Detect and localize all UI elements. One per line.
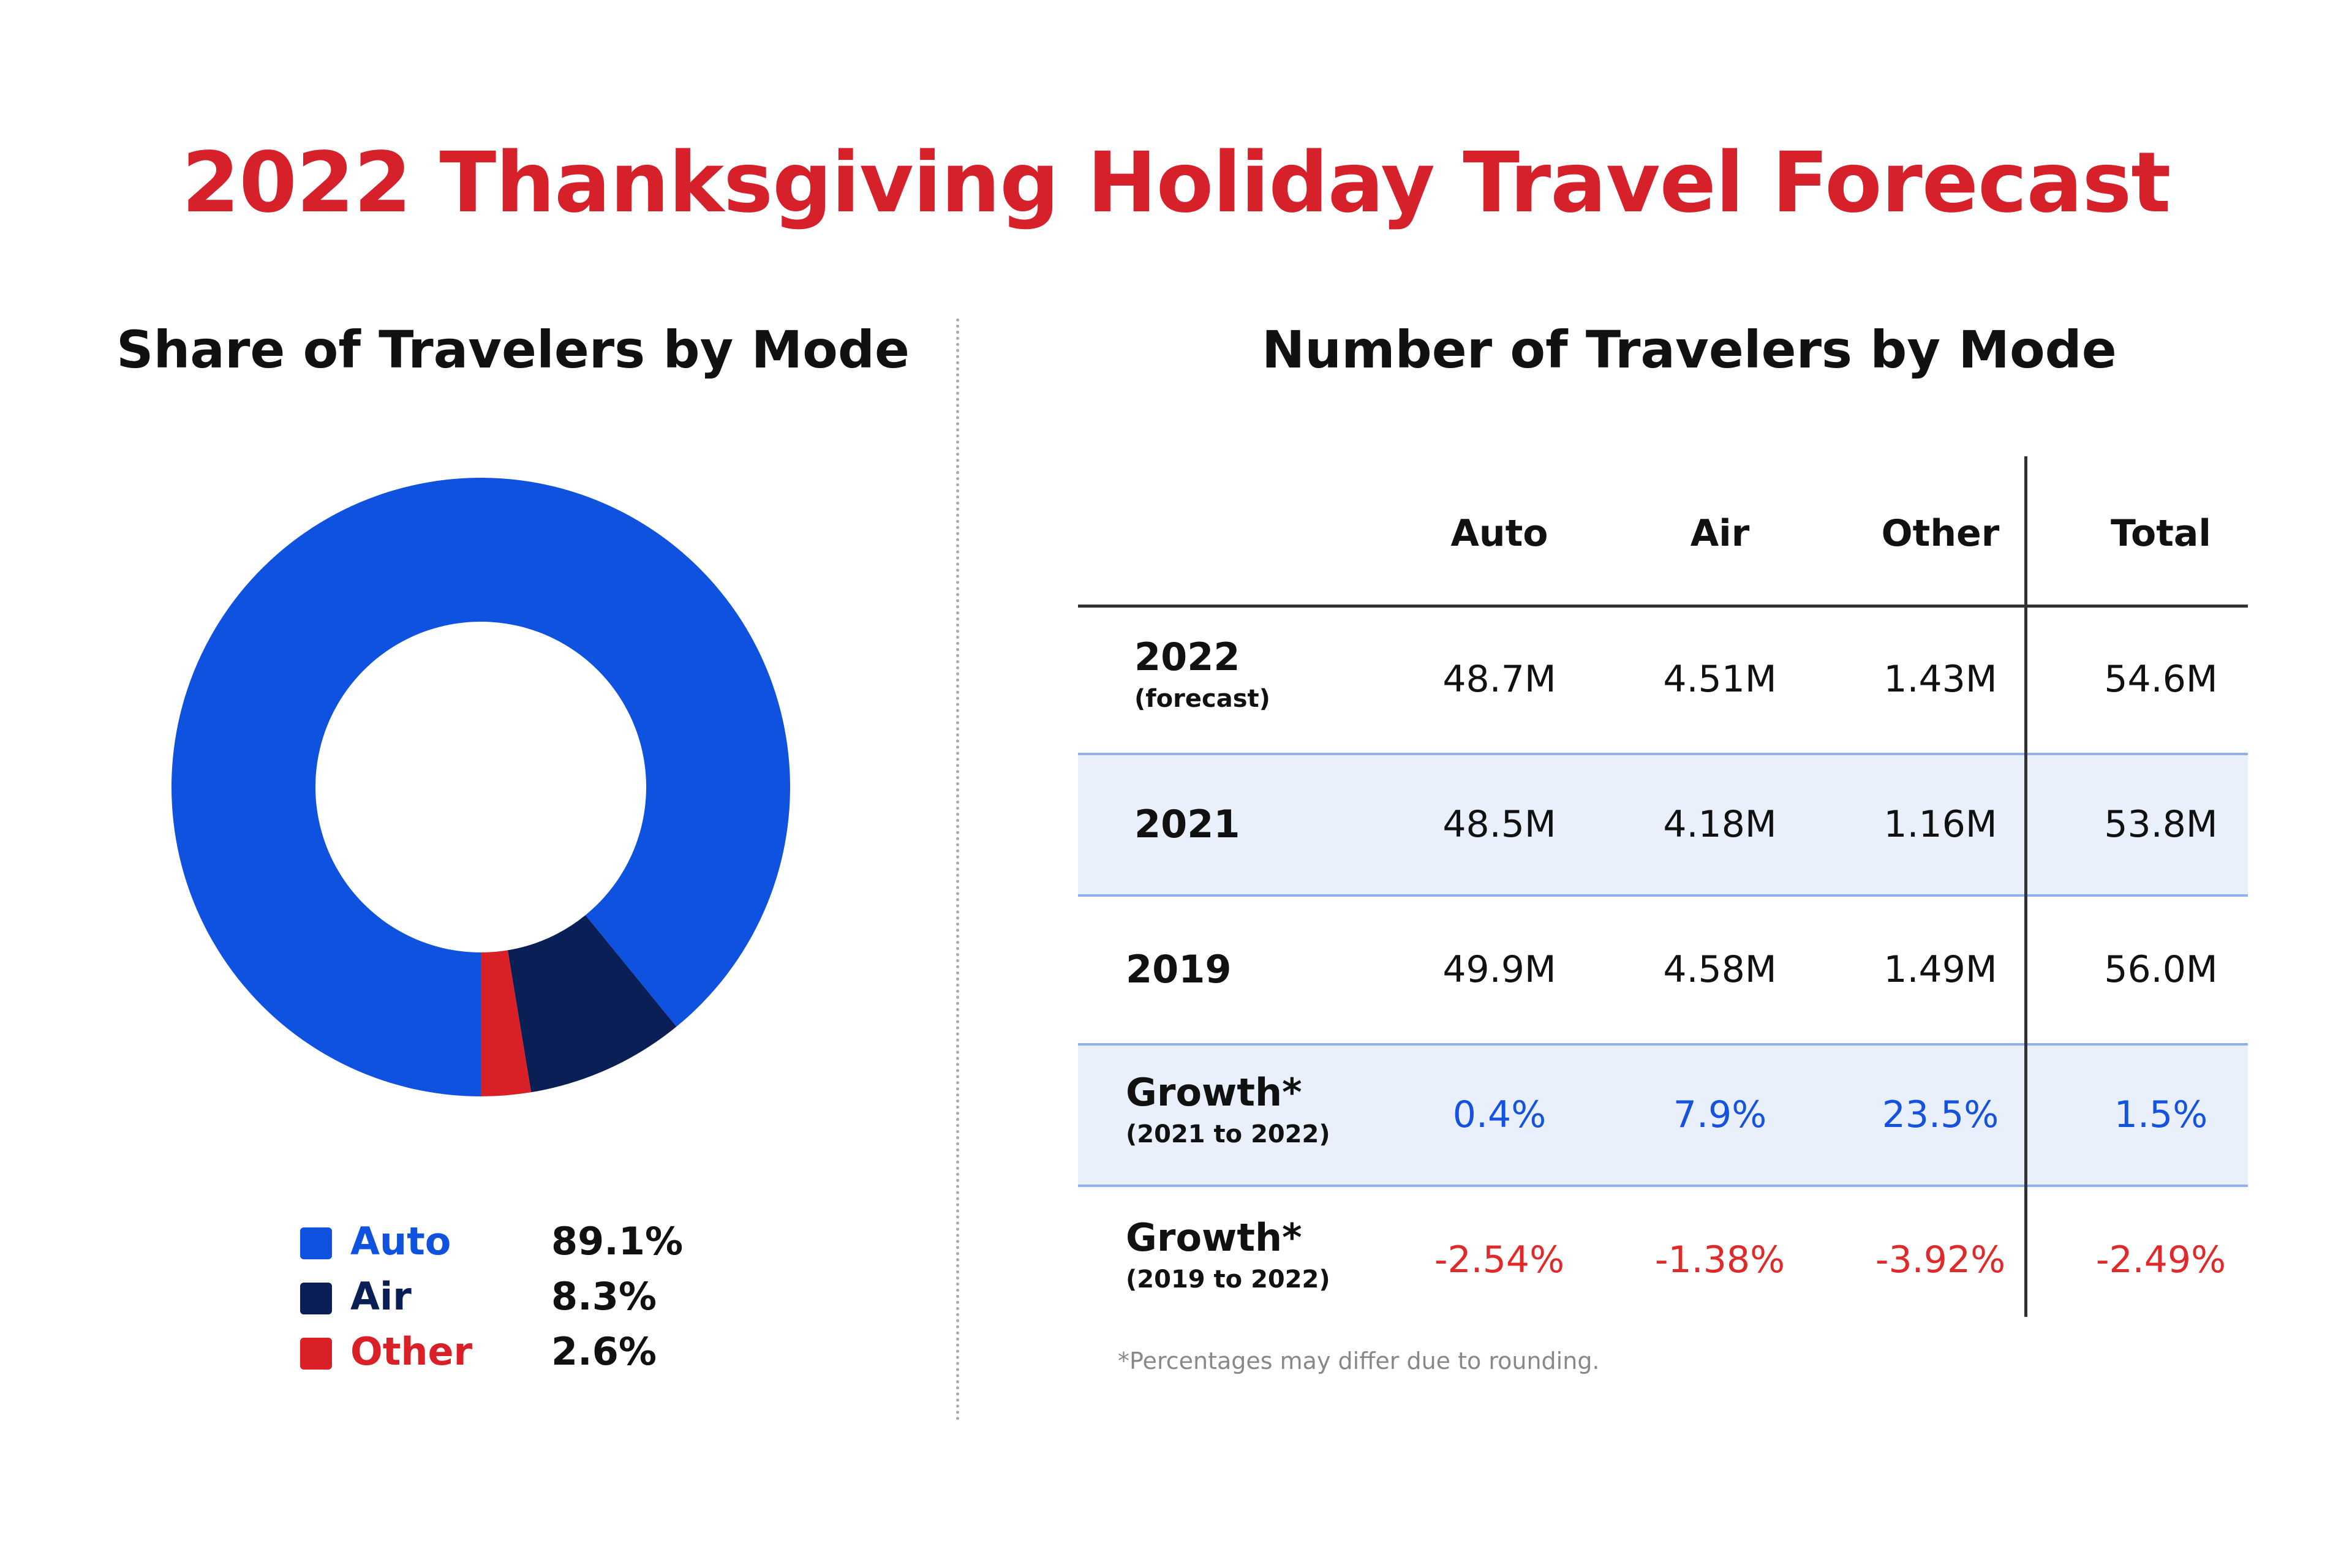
legend-label-other: Other bbox=[350, 1329, 473, 1374]
row-label: 2019 bbox=[1126, 947, 1232, 992]
table-cell-air: 4.58M bbox=[1663, 948, 1777, 991]
footnote: *Percentages may differ due to rounding. bbox=[1118, 1348, 1600, 1374]
table-cell-other: 23.5% bbox=[1882, 1093, 1999, 1136]
table-title: Number of Travelers by Mode bbox=[1262, 320, 2117, 380]
donut-slice-air bbox=[507, 915, 677, 1093]
row-label: Growth* bbox=[1126, 1215, 1302, 1260]
table-cell-auto: -2.54% bbox=[1434, 1238, 1565, 1281]
table-cell-other: -3.92% bbox=[1875, 1238, 2006, 1281]
legend-value-auto: 89.1% bbox=[551, 1219, 684, 1264]
table-cell-other: 1.43M bbox=[1883, 658, 1997, 701]
table-cell-total: 53.8M bbox=[2104, 803, 2218, 846]
table-cell-auto: 48.7M bbox=[1442, 658, 1556, 701]
table-cell-total: -2.49% bbox=[2095, 1238, 2226, 1281]
column-header-other: Other bbox=[1881, 512, 2000, 555]
table-cell-total: 56.0M bbox=[2104, 948, 2218, 991]
table-cell-air: 4.51M bbox=[1663, 658, 1777, 701]
donut-slice-auto bbox=[172, 478, 790, 1096]
table-cell-air: 7.9% bbox=[1673, 1093, 1767, 1136]
table-cell-air: 4.18M bbox=[1663, 803, 1777, 846]
column-header-auto: Auto bbox=[1450, 512, 1548, 555]
table-cell-total: 54.6M bbox=[2104, 658, 2218, 701]
table-cell-other: 1.49M bbox=[1883, 948, 1997, 991]
table-cell-air: -1.38% bbox=[1654, 1238, 1785, 1281]
row-sublabel: (forecast) bbox=[1134, 685, 1270, 713]
row-sublabel: (2021 to 2022) bbox=[1126, 1120, 1330, 1148]
row-label: Growth* bbox=[1126, 1070, 1302, 1115]
legend-value-air: 8.3% bbox=[551, 1274, 657, 1319]
table-cell-other: 1.16M bbox=[1883, 803, 1997, 846]
total-column-divider bbox=[2024, 456, 2027, 1317]
row-label: 2021 bbox=[1134, 802, 1240, 846]
column-header-total: Total bbox=[2111, 512, 2211, 555]
legend-label-air: Air bbox=[350, 1274, 412, 1319]
row-sublabel: (2019 to 2022) bbox=[1126, 1265, 1330, 1294]
legend-swatch-auto bbox=[300, 1227, 332, 1259]
header-rule bbox=[1078, 605, 2248, 608]
legend-label-auto: Auto bbox=[350, 1219, 451, 1264]
table-cell-auto: 0.4% bbox=[1452, 1093, 1547, 1136]
column-header-air: Air bbox=[1690, 512, 1750, 555]
donut-chart bbox=[172, 478, 790, 1096]
donut-slice-other bbox=[481, 950, 532, 1096]
table-cell-auto: 48.5M bbox=[1442, 803, 1556, 846]
legend-value-other: 2.6% bbox=[551, 1329, 657, 1374]
row-band bbox=[1078, 1043, 2248, 1187]
row-band bbox=[1078, 753, 2248, 897]
panel-divider bbox=[956, 318, 959, 1421]
table-cell-auto: 49.9M bbox=[1442, 948, 1556, 991]
table-cell-total: 1.5% bbox=[2114, 1093, 2208, 1136]
row-label: 2022 bbox=[1134, 635, 1240, 679]
pie-chart-title: Share of Travelers by Mode bbox=[116, 320, 910, 380]
legend-swatch-air bbox=[300, 1283, 332, 1314]
main-title: 2022 Thanksgiving Holiday Travel Forecas… bbox=[181, 135, 2171, 232]
legend-swatch-other bbox=[300, 1338, 332, 1370]
